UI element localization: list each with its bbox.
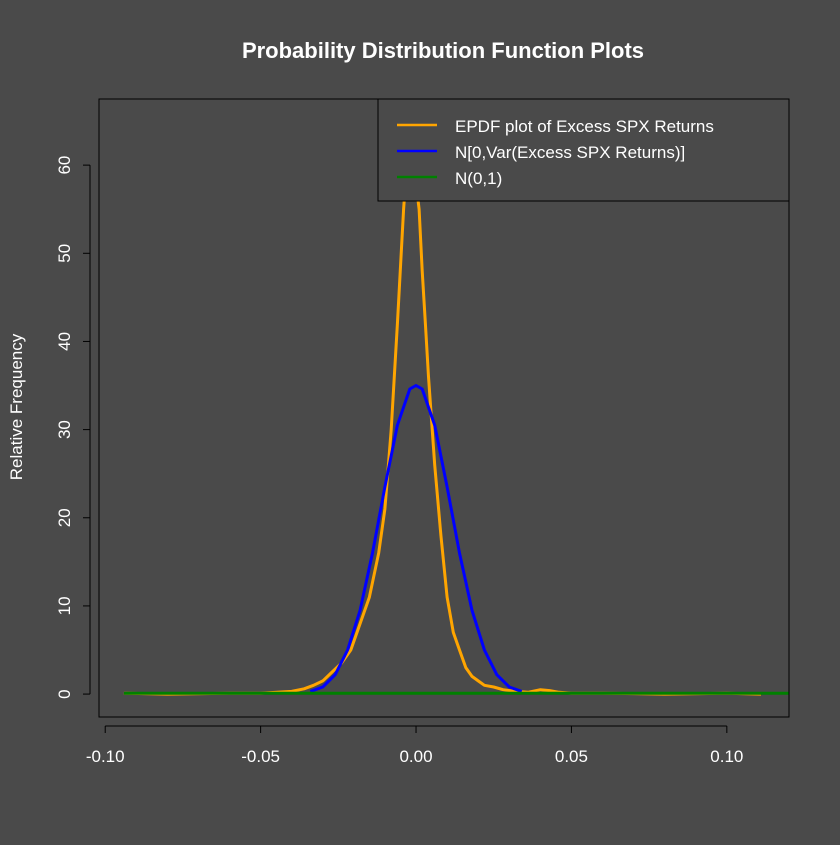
chart-title: Probability Distribution Function Plots [242,38,644,63]
series-line-1 [309,384,523,693]
x-tick-label: -0.10 [86,747,125,766]
legend-label-standard-normal: N(0,1) [455,169,502,188]
legend: EPDF plot of Excess SPX Returns N[0,Var(… [377,98,790,202]
y-tick-label: 20 [55,508,74,527]
x-tick-label: -0.05 [241,747,280,766]
legend-box [377,98,790,202]
legend-label-epdf: EPDF plot of Excess SPX Returns [455,117,714,136]
y-tick-label: 0 [55,689,74,698]
legend-label-normal-var: N[0,Var(Excess SPX Returns)] [455,143,685,162]
y-axis-label: Relative Frequency [7,333,26,480]
y-tick-label: 30 [55,420,74,439]
y-axis: 0 10 20 30 40 50 60 [55,156,91,699]
x-axis: -0.10 -0.05 0.00 0.05 0.10 [86,725,743,766]
x-tick-label: 0.05 [555,747,588,766]
y-tick-label: 60 [55,156,74,175]
series-line-0 [123,146,762,696]
y-tick-label: 10 [55,596,74,615]
x-tick-label: 0.00 [399,747,432,766]
y-tick-label: 50 [55,244,74,263]
x-tick-label: 0.10 [710,747,743,766]
series-layer [123,146,789,696]
y-tick-label: 40 [55,332,74,351]
